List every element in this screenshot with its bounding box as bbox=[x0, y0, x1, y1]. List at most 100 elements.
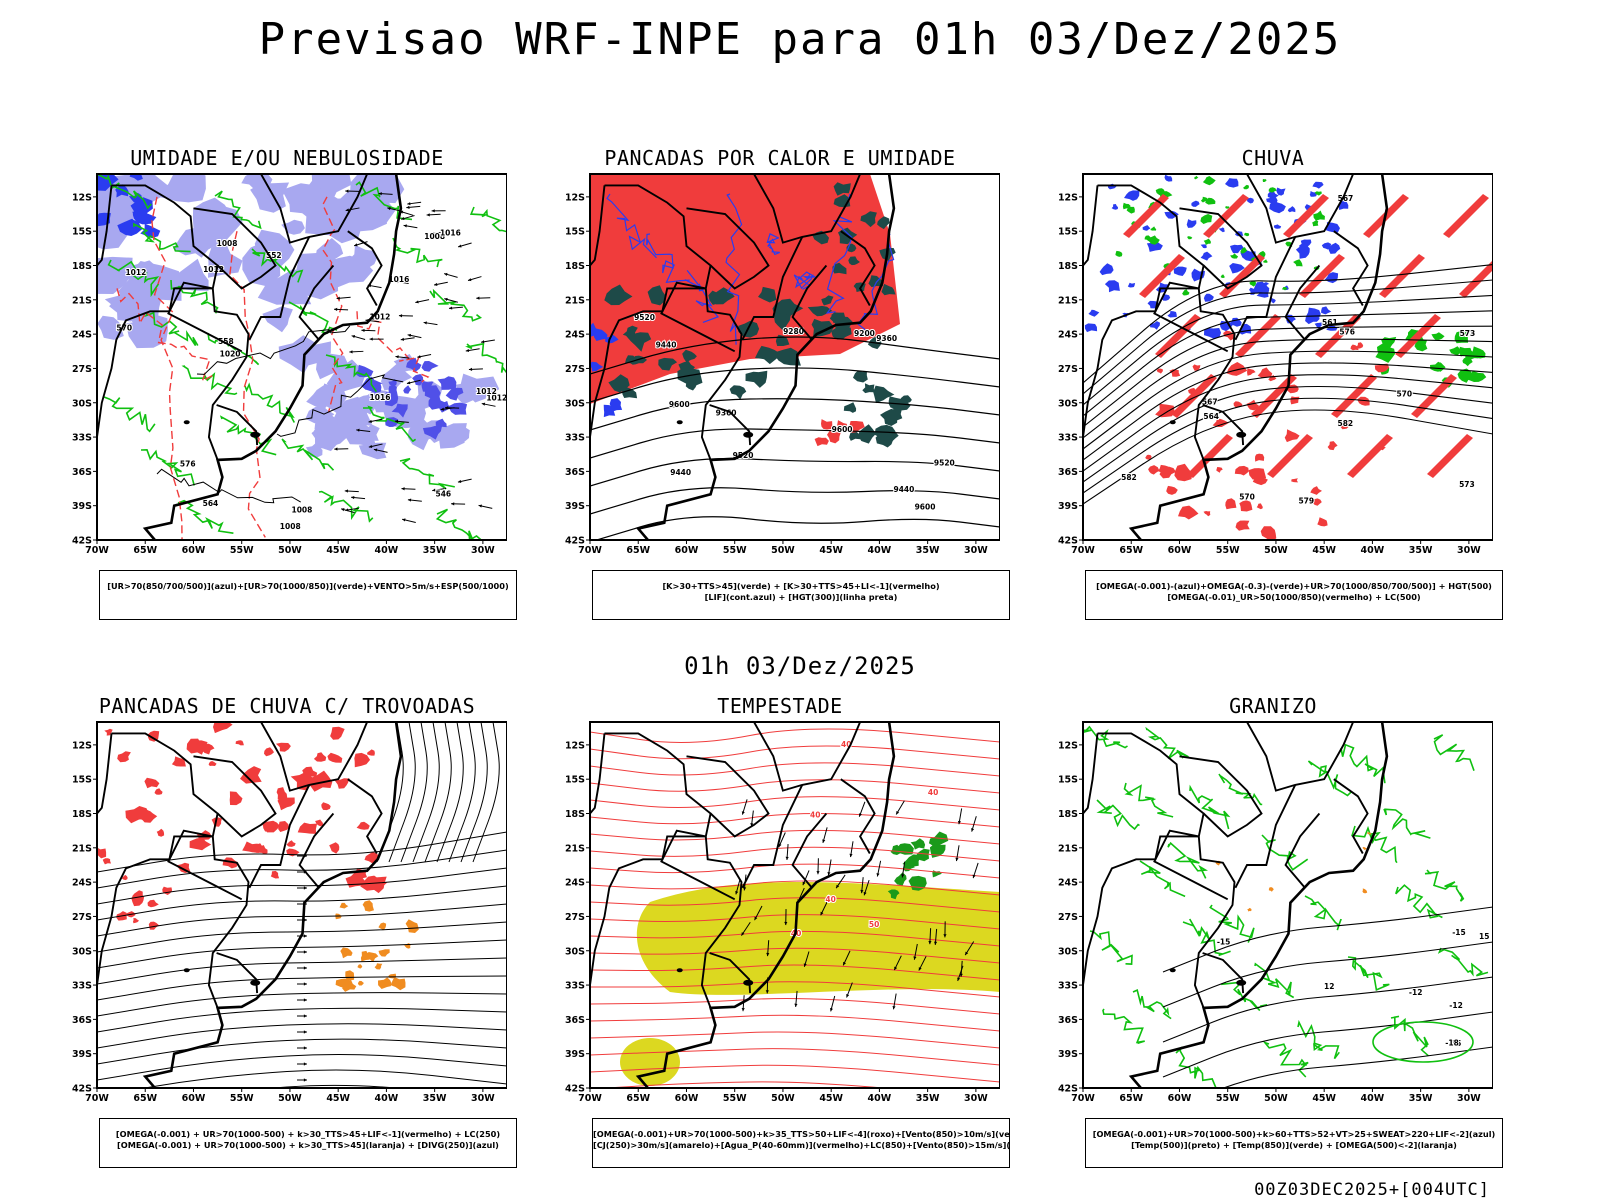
moisture-contour bbox=[590, 863, 1000, 879]
lat-tick-label: 39S bbox=[565, 1049, 585, 1060]
legend-line: [K>30+TTS>45](verde) + [K>30+TTS>45+LI<-… bbox=[662, 581, 940, 591]
arrow-head bbox=[778, 843, 782, 848]
omega-strong-area bbox=[1249, 281, 1256, 287]
omega-area bbox=[1274, 224, 1282, 229]
convection-green-area bbox=[604, 284, 633, 306]
lon-tick-label: 70W bbox=[1071, 1093, 1095, 1104]
lat-tick-label: 21S bbox=[1058, 295, 1078, 306]
humidity-core bbox=[422, 425, 443, 440]
convection-green-area bbox=[755, 345, 782, 365]
legend-box: [UR>70(850/700/500)](azul)+[UR>70(1000/8… bbox=[99, 570, 517, 620]
lat-tick-label: 24S bbox=[72, 330, 92, 341]
omega-area bbox=[1111, 204, 1118, 210]
arrow-head bbox=[972, 874, 976, 879]
country-border bbox=[111, 184, 250, 461]
country-border bbox=[791, 812, 828, 889]
arrow-head bbox=[858, 813, 862, 817]
contour-label: 576 bbox=[1339, 327, 1355, 336]
omega-strong-area bbox=[1312, 220, 1319, 227]
wind-strong-area bbox=[928, 831, 949, 847]
arrow-head bbox=[785, 856, 789, 860]
height-contour bbox=[590, 457, 1000, 487]
height-contour bbox=[1083, 409, 1493, 505]
country-border bbox=[1246, 174, 1354, 244]
contour-label: 9520 bbox=[634, 313, 655, 322]
contour-label: 1016 bbox=[388, 275, 409, 284]
contour-label: 564 bbox=[1203, 412, 1219, 421]
legend-box: [OMEGA(-0.001)-(azul)+OMEGA(-0.3)-(verde… bbox=[1085, 570, 1503, 620]
omega-strong-area bbox=[1466, 350, 1481, 360]
lon-tick-label: 30W bbox=[471, 1093, 495, 1104]
humidity-core bbox=[412, 374, 424, 386]
rain-area bbox=[1225, 498, 1237, 510]
arrow-head bbox=[351, 496, 355, 500]
arrow-head bbox=[423, 321, 427, 325]
moisture-contour bbox=[318, 490, 374, 523]
arrow-head bbox=[827, 871, 831, 876]
legend-line: [OMEGA(-0.001)+UR>70(1000-500)+k>35_TTS>… bbox=[593, 1129, 1009, 1139]
omega-strong-area bbox=[1205, 197, 1216, 205]
arrow-head bbox=[401, 216, 405, 221]
arrow-head bbox=[843, 961, 846, 966]
storm-red-area bbox=[235, 740, 244, 746]
rain-band bbox=[1379, 254, 1425, 298]
humidity-area bbox=[97, 315, 124, 340]
lif-area bbox=[590, 322, 599, 337]
arrow-head bbox=[822, 839, 826, 843]
arrow-head bbox=[431, 209, 435, 213]
storm-orange-area bbox=[378, 949, 390, 957]
contour-label: 561 bbox=[1322, 318, 1338, 327]
arrow-head bbox=[303, 982, 307, 986]
omega-area bbox=[1218, 227, 1225, 233]
country-border bbox=[1097, 732, 1236, 1009]
contour-label: 570 bbox=[116, 324, 132, 333]
humidity-core bbox=[115, 184, 129, 198]
arrow-head bbox=[361, 328, 365, 332]
arrow-head bbox=[394, 419, 399, 423]
height-contour bbox=[1083, 279, 1493, 395]
storm-red-area bbox=[162, 886, 173, 895]
lat-tick-label: 33S bbox=[1058, 981, 1078, 992]
omega500-area bbox=[1366, 832, 1372, 835]
moisture-contour bbox=[144, 311, 199, 347]
lat-tick-label: 24S bbox=[1058, 330, 1078, 341]
storm-orange-area bbox=[362, 900, 374, 912]
country-border bbox=[590, 733, 606, 815]
panel-title: UMIDADE E/OU NEBULOSIDADE bbox=[130, 146, 444, 170]
country-border bbox=[260, 174, 368, 244]
arrow-head bbox=[794, 1003, 798, 1007]
moisture-contour bbox=[465, 342, 507, 375]
country-border bbox=[1179, 207, 1263, 290]
lon-tick-label: 40W bbox=[375, 545, 399, 556]
country-border bbox=[753, 722, 861, 792]
country-border bbox=[1284, 264, 1321, 341]
legend-line: [OMEGA(-0.001)-(azul)+OMEGA(-0.3)-(verde… bbox=[1096, 581, 1492, 591]
omega-area bbox=[1164, 210, 1179, 219]
arrow-head bbox=[303, 998, 307, 1002]
lat-tick-label: 12S bbox=[1058, 740, 1078, 751]
arrow-head bbox=[303, 1046, 307, 1050]
arrow-head bbox=[918, 967, 922, 971]
lake bbox=[183, 968, 190, 973]
storm-red-area bbox=[315, 819, 324, 827]
arrow-head bbox=[458, 244, 462, 248]
lat-tick-label: 30S bbox=[1058, 946, 1078, 957]
omega-strong-area bbox=[1202, 176, 1216, 186]
contour-label: 1016 bbox=[440, 228, 461, 237]
storm-orange-area bbox=[357, 964, 363, 969]
map-frame bbox=[1082, 721, 1493, 1089]
humidity-core bbox=[388, 379, 397, 387]
omega-area bbox=[1191, 200, 1200, 207]
legend-line: [UR>70(850/700/500)](azul)+[UR>70(1000/8… bbox=[107, 581, 509, 591]
jet-stream-area bbox=[620, 1038, 680, 1086]
omega-area bbox=[1321, 242, 1332, 250]
moisture-contour bbox=[469, 206, 507, 233]
forecast-time-label: 01h 03/Dez/2025 bbox=[684, 652, 916, 680]
omega-area bbox=[1328, 242, 1341, 254]
map-layers: 582 582 579 576 573 570 567 564 561 573 570 567 bbox=[1083, 174, 1493, 540]
coastline-east bbox=[1128, 722, 1389, 1088]
lat-tick-label: 21S bbox=[565, 843, 585, 854]
convection-green-area bbox=[888, 396, 901, 408]
storm-red-area bbox=[276, 787, 288, 801]
lon-tick-label: 30W bbox=[471, 545, 495, 556]
